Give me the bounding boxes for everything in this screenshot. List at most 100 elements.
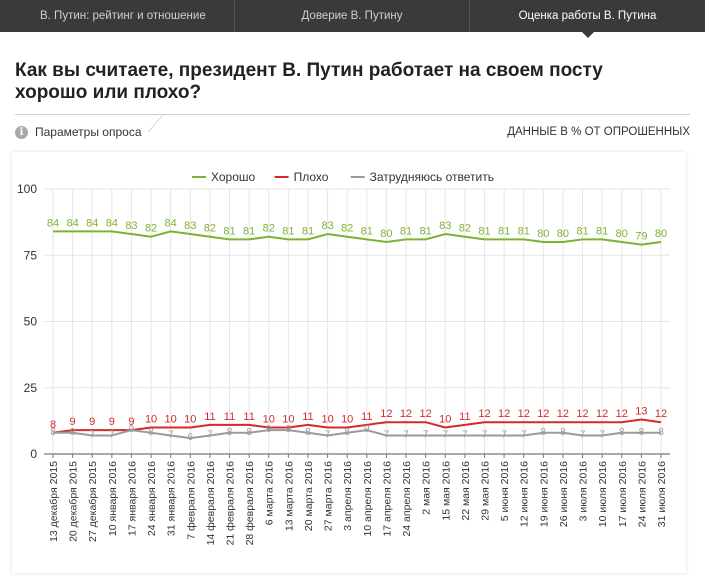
data-label-bad: 12 bbox=[596, 408, 608, 420]
data-label-hard: 7 bbox=[384, 429, 390, 440]
data-label-bad: 10 bbox=[145, 414, 157, 426]
data-label-hard: 7 bbox=[442, 429, 448, 440]
data-label-bad: 12 bbox=[380, 408, 392, 420]
data-label-hard: 8 bbox=[50, 427, 56, 438]
x-tick-label: 10 января 2016 bbox=[107, 461, 119, 536]
data-label-hard: 7 bbox=[325, 429, 331, 440]
data-label-bad: 13 bbox=[635, 406, 647, 418]
tab-rating[interactable]: В. Путин: рейтинг и отношение bbox=[0, 0, 235, 32]
data-label-bad: 12 bbox=[576, 408, 588, 420]
data-label-bad: 11 bbox=[243, 411, 254, 423]
data-label-bad: 11 bbox=[361, 411, 372, 423]
data-label-hard: 7 bbox=[207, 429, 213, 440]
survey-params-toggle[interactable]: i Параметры опроса bbox=[15, 125, 142, 139]
x-tick-label: 26 июня 2016 bbox=[558, 461, 570, 527]
y-tick-label: 100 bbox=[17, 182, 37, 196]
data-label-good: 81 bbox=[518, 225, 530, 237]
data-label-bad: 12 bbox=[537, 408, 549, 420]
data-label-good: 83 bbox=[125, 220, 137, 232]
chart-data-labels: 84 84 84 84 83 82 84 83 82 81 81 82 81 81 83 82 81 80 81 81… bbox=[47, 217, 667, 443]
data-label-bad: 10 bbox=[263, 414, 275, 426]
survey-params-label: Параметры опроса bbox=[35, 125, 142, 139]
data-label-bad: 10 bbox=[341, 414, 353, 426]
info-icon: i bbox=[15, 125, 28, 139]
data-label-hard: 9 bbox=[266, 424, 272, 435]
data-label-bad: 12 bbox=[498, 408, 510, 420]
data-label-good: 83 bbox=[184, 220, 196, 232]
data-label-good: 84 bbox=[86, 217, 98, 229]
data-label-hard: 8 bbox=[227, 427, 233, 438]
data-label-good: 81 bbox=[498, 225, 510, 237]
x-tick-label: 24 января 2016 bbox=[146, 461, 158, 536]
data-label-good: 80 bbox=[616, 228, 628, 240]
series-line-bad bbox=[52, 418, 662, 434]
data-label-bad: 11 bbox=[459, 411, 470, 423]
x-tick-label: 13 декабря 2015 bbox=[48, 461, 60, 542]
data-label-good: 81 bbox=[282, 225, 294, 237]
data-label-hard: 7 bbox=[462, 429, 468, 440]
x-tick-label: 20 декабря 2015 bbox=[68, 461, 80, 542]
chart-grid bbox=[44, 188, 670, 454]
x-tick-label: 15 мая 2016 bbox=[440, 461, 452, 521]
data-label-hard: 8 bbox=[70, 427, 76, 438]
x-tick-label: 31 июля 2016 bbox=[656, 461, 668, 527]
data-label-bad: 12 bbox=[655, 408, 667, 420]
data-label-good: 79 bbox=[635, 231, 647, 243]
data-label-hard: 8 bbox=[658, 427, 664, 438]
x-tick-label: 13 марта 2016 bbox=[283, 461, 295, 531]
data-label-bad: 12 bbox=[616, 408, 628, 420]
legend-label-good: Хорошо bbox=[211, 170, 256, 184]
data-label-hard: 7 bbox=[423, 429, 429, 440]
data-label-good: 82 bbox=[204, 223, 216, 235]
x-tick-label: 6 марта 2016 bbox=[264, 461, 276, 525]
top-nav: В. Путин: рейтинг и отношение Доверие В.… bbox=[0, 0, 705, 38]
x-tick-label: 21 февраля 2016 bbox=[225, 461, 237, 546]
data-label-hard: 7 bbox=[521, 429, 527, 440]
data-label-hard: 7 bbox=[580, 429, 586, 440]
data-label-good: 82 bbox=[341, 223, 353, 235]
data-label-good: 81 bbox=[223, 225, 235, 237]
data-label-hard: 8 bbox=[639, 427, 645, 438]
x-tick-label: 14 февраля 2016 bbox=[205, 461, 217, 546]
data-label-hard: 8 bbox=[541, 427, 547, 438]
data-label-good: 84 bbox=[106, 217, 118, 229]
data-label-hard: 9 bbox=[286, 424, 292, 435]
tab-work-assessment[interactable]: Оценка работы В. Путина bbox=[470, 0, 705, 38]
x-tick-label: 29 мая 2016 bbox=[479, 461, 491, 521]
x-tick-label: 2 мая 2016 bbox=[421, 461, 433, 515]
x-tick-label: 19 июня 2016 bbox=[538, 461, 550, 527]
data-label-hard: 7 bbox=[501, 429, 507, 440]
data-label-good: 81 bbox=[243, 225, 255, 237]
x-tick-label: 20 марта 2016 bbox=[303, 461, 315, 531]
data-label-bad: 11 bbox=[204, 411, 215, 423]
tab-trust[interactable]: Доверие В. Путину bbox=[235, 0, 470, 32]
data-label-bad: 10 bbox=[165, 414, 177, 426]
y-tick-label: 25 bbox=[24, 381, 38, 395]
x-tick-label: 24 апреля 2016 bbox=[401, 461, 413, 537]
data-label-good: 82 bbox=[459, 223, 471, 235]
data-label-good: 81 bbox=[596, 225, 608, 237]
page-title: Как вы считаете, президент В. Путин рабо… bbox=[15, 60, 603, 103]
data-label-good: 81 bbox=[302, 225, 314, 237]
data-label-hard: 7 bbox=[109, 429, 115, 440]
x-tick-label: 31 января 2016 bbox=[166, 461, 178, 536]
units-label: ДАННЫЕ В % ОТ ОПРОШЕННЫХ bbox=[507, 126, 690, 138]
data-label-bad: 12 bbox=[478, 408, 490, 420]
data-label-good: 83 bbox=[439, 220, 451, 232]
data-label-good: 83 bbox=[321, 220, 333, 232]
y-tick-label: 50 bbox=[24, 315, 38, 329]
chart-container: Хорошо Плохо Затрудняюсь ответить 0 25 50 75 1… bbox=[12, 152, 686, 573]
data-label-hard: 7 bbox=[482, 429, 488, 440]
data-label-bad: 12 bbox=[420, 408, 432, 420]
legend-label-hard: Затрудняюсь ответить bbox=[370, 170, 494, 184]
x-axis: 13 декабря 2015 20 декабря 2015 27 декабря… bbox=[44, 453, 670, 546]
data-label-good: 82 bbox=[263, 223, 275, 235]
data-label-bad: 9 bbox=[109, 416, 115, 428]
data-label-good: 84 bbox=[165, 217, 177, 229]
data-label-hard: 7 bbox=[403, 429, 409, 440]
data-label-hard: 8 bbox=[344, 427, 350, 438]
series-line-good bbox=[53, 230, 662, 246]
data-label-good: 80 bbox=[557, 228, 569, 240]
x-tick-label: 27 декабря 2015 bbox=[87, 461, 99, 542]
x-tick-label: 28 февраля 2016 bbox=[244, 461, 256, 546]
